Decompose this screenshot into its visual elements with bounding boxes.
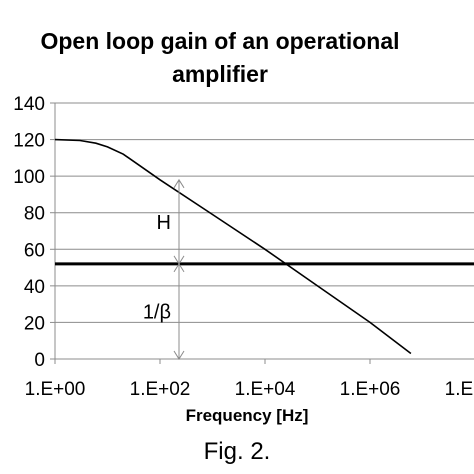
y-tick-label-140: 140 [13, 94, 45, 115]
x-tick-label-3: 1.E+06 [340, 379, 401, 400]
x-tick-label-4: 1.E+08 [445, 379, 474, 400]
chart-title-line-1: Open loop gain of an operational [40, 28, 400, 54]
x-tick-label-2: 1.E+04 [235, 379, 296, 400]
y-tick-label-40: 40 [24, 277, 45, 298]
annotation-arrowhead-bottom-1 [173, 350, 185, 360]
x-axis-title: Frequency [Hz] [186, 406, 309, 425]
series-line-0 [54, 138, 412, 355]
y-tick-label-0: 0 [34, 350, 45, 371]
annotation-arrowhead-top-0 [173, 178, 185, 189]
y-tick-label-60: 60 [24, 240, 45, 261]
y-tick-label-80: 80 [24, 204, 45, 225]
annotation-arrowhead-top-1 [173, 262, 185, 273]
x-tick-label-0: 1.E+00 [25, 379, 86, 400]
figure-caption: Fig. 2. [203, 438, 271, 465]
y-tick-label-20: 20 [24, 313, 45, 334]
x-tick-label-1: 1.E+02 [130, 379, 191, 400]
chart-title-line-2: amplifier [172, 61, 268, 87]
annotation-label-1: 1/β [143, 301, 171, 323]
y-tick-label-120: 120 [13, 131, 45, 152]
annotation-label-0: H [157, 212, 171, 234]
y-tick-label-100: 100 [13, 167, 45, 188]
